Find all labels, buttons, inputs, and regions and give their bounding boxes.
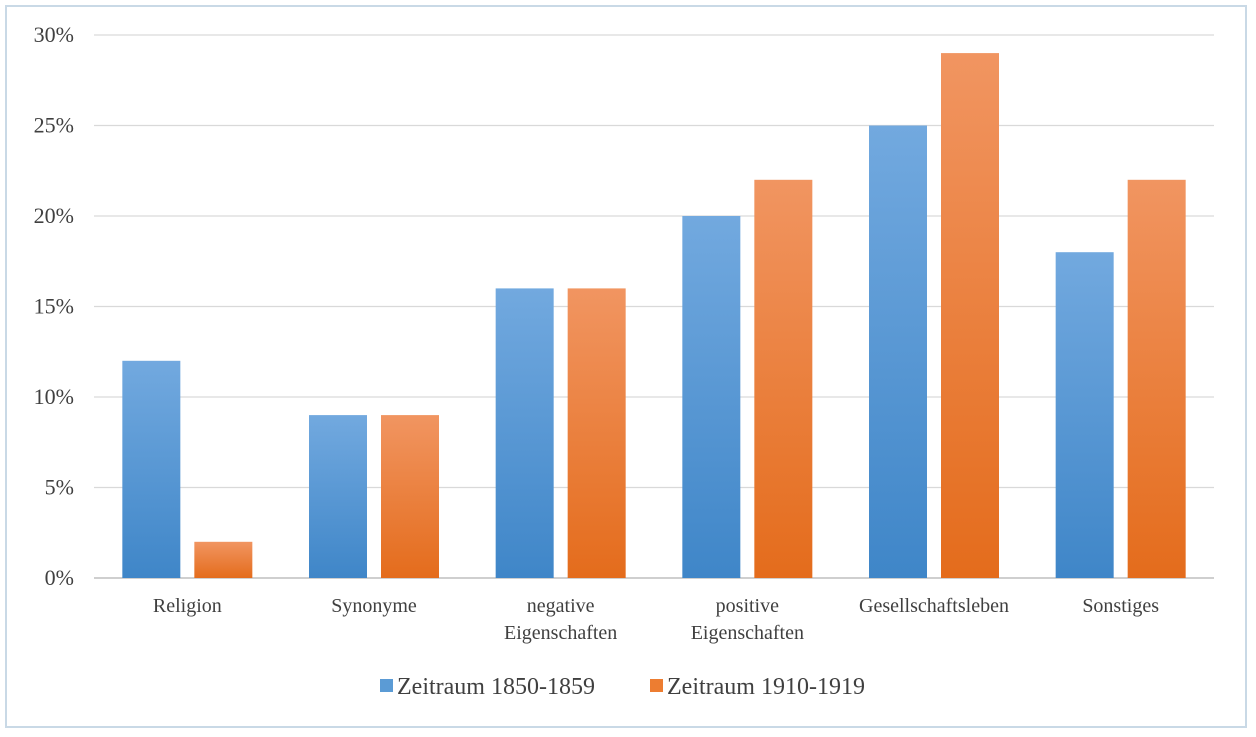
x-axis-categories: Religion Synonyme negative Eigenschaften pos…	[153, 595, 1159, 644]
bar-series-1-2	[495, 288, 554, 578]
legend-label-series-2: Zeitraum 1910-1919	[667, 674, 865, 700]
gridlines	[94, 34, 1214, 579]
legend-swatch-series-2	[650, 679, 663, 692]
bar-series-2-3	[754, 179, 813, 579]
x-category-label: Sonstiges	[1082, 595, 1159, 617]
x-category-label: negative	[527, 595, 595, 617]
x-category-label: Eigenschaften	[691, 622, 804, 644]
bar-series-2-1	[381, 415, 439, 578]
bars	[122, 53, 1186, 579]
bar-series-2-5	[1127, 179, 1186, 579]
bar-series-1-4	[869, 125, 927, 578]
y-tick-label: 15%	[34, 294, 74, 319]
x-category-label: Gesellschaftsleben	[859, 595, 1009, 617]
y-tick-label: 0%	[45, 565, 74, 590]
y-tick-label: 10%	[34, 384, 74, 409]
bar-series-1-0	[122, 360, 181, 578]
y-tick-label: 30%	[34, 22, 74, 47]
legend-swatch-series-1	[380, 679, 393, 692]
x-category-label: Eigenschaften	[504, 622, 617, 644]
bar-series-2-2	[567, 288, 626, 578]
y-tick-label: 25%	[34, 113, 74, 138]
bar-series-1-1	[309, 415, 367, 578]
x-category-label: Religion	[153, 595, 222, 617]
bar-series-2-4	[941, 53, 999, 579]
y-tick-label: 5%	[45, 475, 74, 500]
bar-series-1-5	[1055, 252, 1114, 578]
x-category-label: positive	[716, 595, 779, 617]
legend: Zeitraum 1850-1859 Zeitraum 1910-1919	[380, 674, 865, 700]
bar-series-2-0	[194, 541, 253, 578]
bar-series-1-3	[682, 216, 741, 578]
x-category-label: Synonyme	[331, 595, 417, 617]
legend-label-series-1: Zeitraum 1850-1859	[397, 674, 595, 700]
y-axis-ticks: 0% 5% 10% 15% 20% 25% 30%	[34, 22, 74, 590]
y-tick-label: 20%	[34, 203, 74, 228]
